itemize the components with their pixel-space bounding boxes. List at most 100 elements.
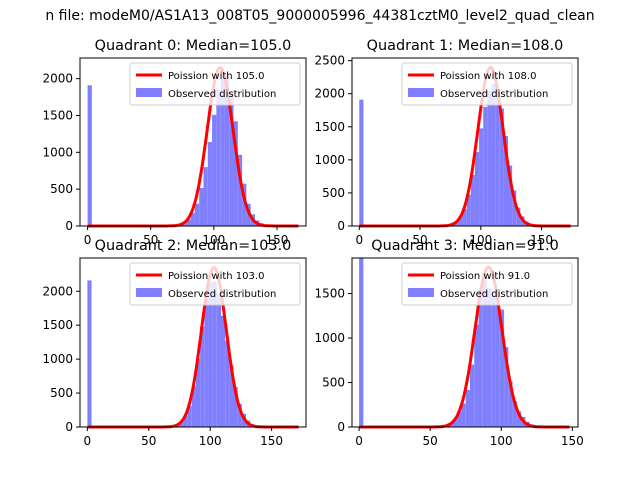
- legend: Poission with 91.0 Observed distribution: [401, 262, 573, 306]
- histogram-bar: [452, 418, 458, 427]
- y-tick-label: 500: [322, 186, 345, 200]
- legend-label: Poission with 103.0: [168, 271, 264, 282]
- y-tick-label: 2000: [42, 284, 73, 298]
- y-tick-label: 1000: [42, 352, 73, 366]
- histogram-bar: [499, 309, 505, 427]
- y-tick-label: 500: [50, 386, 73, 400]
- histogram-bar: [466, 194, 471, 226]
- x-tick-label: 100: [469, 233, 492, 247]
- x-tick-label: 0: [84, 233, 92, 247]
- y-tick-label: 1000: [314, 153, 345, 167]
- histogram-bar: [190, 212, 195, 226]
- subplot-title: Quadrant 1: Median=108.0: [367, 38, 564, 54]
- histogram-bar: [87, 85, 92, 227]
- histogram-bar: [225, 340, 230, 427]
- histogram-bar: [187, 405, 192, 427]
- legend-label: Observed distribution: [168, 89, 276, 100]
- histogram-bar: [474, 324, 479, 427]
- histogram-bar: [212, 281, 217, 427]
- observed-histogram: [359, 84, 575, 227]
- figure-title: n file: modeM0/AS1A13_008T05_9000005996_…: [45, 8, 594, 24]
- x-tick-label: 150: [530, 233, 553, 247]
- legend: Poission with 103.0 Observed distribution: [129, 262, 301, 306]
- histogram-bar: [478, 289, 483, 427]
- y-tick-label: 0: [65, 219, 73, 233]
- y-tick-label: 1000: [314, 331, 345, 345]
- histogram-bar: [516, 207, 521, 226]
- histogram-bar: [229, 365, 234, 427]
- histogram-bar: [462, 208, 467, 226]
- axes-frame: [351, 257, 579, 428]
- y-tick-label: 0: [337, 219, 345, 233]
- y-tick-label: 500: [322, 376, 345, 390]
- histogram-bar: [237, 154, 243, 226]
- histogram-bar: [461, 403, 466, 427]
- legend: Poission with 108.0 Observed distribution: [401, 62, 573, 106]
- x-tick-label: 50: [412, 233, 427, 247]
- histogram-bar: [495, 290, 500, 427]
- legend-label: Poission with 91.0: [440, 271, 530, 282]
- x-tick-label: 100: [202, 233, 225, 247]
- histogram-bar: [499, 108, 504, 226]
- y-tick-label: 2500: [314, 54, 345, 68]
- histogram-bar: [474, 152, 480, 226]
- legend-label: Observed distribution: [168, 289, 276, 300]
- y-tick-label: 1500: [42, 108, 73, 122]
- subplot-quadrant-0: Quadrant 0: Median=105.00 50 100 1500500100…: [42, 38, 307, 247]
- y-tick-label: 2000: [314, 87, 345, 101]
- subplot-title: Quadrant 3: Median=91.0: [371, 238, 559, 254]
- observed-histogram: [359, 258, 577, 427]
- histogram-bar: [216, 90, 221, 226]
- histogram-bar: [469, 364, 475, 427]
- histogram-bar: [359, 258, 364, 427]
- histogram-bar: [203, 167, 208, 226]
- x-tick-label: 150: [561, 434, 584, 448]
- y-tick-label: 1500: [314, 120, 345, 134]
- legend-label: Observed distribution: [440, 89, 548, 100]
- x-tick-label: 50: [143, 233, 158, 247]
- y-tick-label: 1500: [314, 287, 345, 301]
- x-tick-label: 150: [260, 434, 283, 448]
- histogram-bar: [487, 90, 492, 227]
- histogram-bar: [457, 411, 462, 427]
- subplot-quadrant-2: Quadrant 2: Median=103.00 50 100 1500500100…: [42, 238, 307, 448]
- histogram-bar: [503, 136, 509, 226]
- histogram-bar: [194, 203, 200, 226]
- histogram-bar: [233, 386, 238, 427]
- histogram-bar: [508, 165, 513, 226]
- histogram-bar: [483, 106, 488, 226]
- histogram-bar: [191, 386, 196, 427]
- histogram-bar: [199, 187, 204, 226]
- legend-patch-swatch: [136, 288, 162, 297]
- y-tick-label: 500: [50, 182, 73, 196]
- legend-label: Observed distribution: [440, 289, 548, 300]
- legend-box: [129, 62, 301, 106]
- y-tick-label: 0: [337, 420, 345, 434]
- histogram-bar: [216, 294, 222, 427]
- x-tick-label: 100: [490, 434, 513, 448]
- x-tick-label: 50: [423, 434, 438, 448]
- observed-histogram: [87, 74, 303, 227]
- x-tick-label: 50: [141, 434, 156, 448]
- legend-label: Poission with 105.0: [168, 71, 264, 82]
- histogram-bar: [495, 89, 500, 226]
- x-tick-label: 150: [266, 233, 289, 247]
- histogram-bar: [204, 298, 209, 427]
- histogram-bar: [87, 280, 92, 427]
- histogram-bar: [186, 219, 191, 226]
- observed-histogram: [87, 280, 301, 427]
- x-tick-label: 0: [355, 233, 363, 247]
- legend-box: [129, 262, 301, 306]
- x-tick-label: 0: [84, 434, 92, 448]
- legend-label: Poission with 108.0: [440, 71, 536, 82]
- y-tick-label: 2000: [42, 72, 73, 86]
- axes-frame: [79, 57, 307, 227]
- histogram-bar: [183, 416, 188, 427]
- histogram-bar: [207, 142, 213, 226]
- subplot-quadrant-1: Quadrant 1: Median=108.00 50 100 1500500100…: [314, 38, 579, 247]
- histogram-bar: [195, 358, 201, 427]
- histogram-bar: [512, 400, 517, 427]
- histogram-bar: [220, 74, 225, 226]
- histogram-bar: [233, 121, 238, 226]
